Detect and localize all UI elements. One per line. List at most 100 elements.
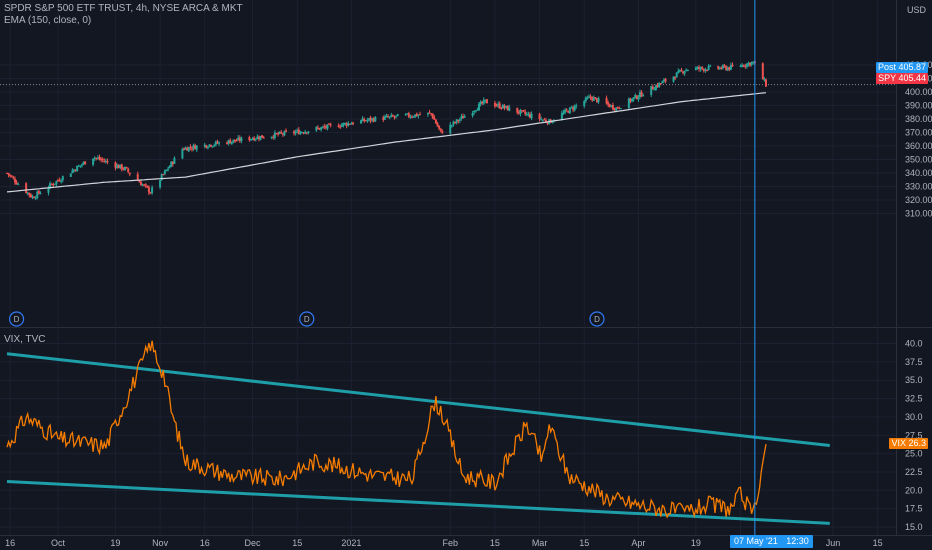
- candle-body: [182, 148, 185, 150]
- candle-body: [37, 191, 40, 194]
- candle-body: [505, 105, 508, 108]
- vix-line: [6, 340, 767, 519]
- price-candle: [765, 78, 767, 87]
- candle-body: [77, 165, 80, 167]
- candle-body: [637, 97, 640, 100]
- price-candle: [434, 119, 437, 124]
- candle-body: [39, 193, 42, 195]
- candle-body: [168, 166, 171, 169]
- candle-body: [530, 113, 533, 119]
- candle-body: [227, 140, 230, 144]
- vix-trendline: [6, 352, 830, 448]
- candle-body: [71, 170, 74, 173]
- candle-body: [718, 67, 721, 70]
- price-tick-label: 310.00: [905, 209, 932, 219]
- price-candle: [706, 69, 709, 72]
- candle-body: [278, 131, 281, 134]
- price-candle: [101, 157, 104, 163]
- candle-body: [654, 85, 657, 90]
- candle-body: [165, 169, 168, 171]
- candle-body: [253, 137, 256, 141]
- candle-body: [296, 130, 299, 132]
- candle-body: [144, 184, 147, 186]
- price-candle: [39, 191, 42, 195]
- candle-body: [366, 120, 369, 122]
- price-candle: [278, 131, 281, 135]
- candle-body: [544, 120, 547, 122]
- price-candle: [709, 64, 712, 67]
- candle-body: [143, 184, 146, 186]
- price-candle: [720, 66, 723, 70]
- candle-body: [206, 147, 209, 149]
- price-candle: [261, 135, 264, 138]
- candle-body: [482, 99, 485, 104]
- price-candle: [686, 69, 689, 72]
- price-candle: [275, 132, 278, 135]
- candle-body: [391, 115, 394, 117]
- price-candle: [610, 104, 613, 108]
- vix-tick-label: 22.5: [905, 467, 923, 477]
- price-candle: [653, 86, 656, 91]
- price-candle: [694, 66, 697, 71]
- price-candle: [672, 76, 675, 83]
- candle-body: [240, 137, 243, 142]
- price-candle: [543, 117, 546, 121]
- price-candle: [411, 114, 414, 119]
- vix-value-badge: VIX 26.3: [889, 438, 928, 449]
- candle-body: [546, 122, 549, 124]
- price-candle: [388, 116, 391, 120]
- candle-body: [307, 131, 310, 133]
- candle-body: [570, 107, 573, 109]
- price-candle: [634, 93, 637, 99]
- price-candle: [122, 167, 125, 171]
- price-candle: [675, 72, 678, 78]
- price-candle: [369, 115, 372, 124]
- candle-body: [136, 174, 139, 181]
- price-candle: [366, 117, 369, 123]
- candle-body: [211, 146, 214, 148]
- price-candle: [114, 161, 117, 171]
- candle-body: [234, 139, 237, 141]
- candle-body: [31, 196, 34, 198]
- candle-body: [591, 97, 594, 101]
- candle-body: [226, 142, 229, 144]
- price-candle: [522, 109, 525, 113]
- price-candle: [430, 112, 433, 116]
- candle-body: [189, 146, 192, 148]
- x-tick-label: Oct: [51, 538, 66, 548]
- price-candle: [151, 185, 154, 195]
- candle-body: [374, 116, 377, 122]
- price-candle: [739, 64, 742, 68]
- price-candle: [139, 179, 142, 186]
- candle-body: [527, 113, 530, 115]
- x-tick-label: 19: [110, 538, 120, 548]
- price-candle: [323, 123, 326, 130]
- price-candle: [642, 93, 645, 97]
- candle-body: [216, 141, 219, 144]
- price-candle: [454, 121, 457, 124]
- price-candle: [699, 66, 702, 72]
- price-candle: [181, 147, 184, 160]
- vix-tick-label: 37.5: [905, 357, 923, 367]
- price-candle: [189, 144, 192, 151]
- candle-body: [433, 117, 436, 120]
- price-candle: [238, 135, 241, 143]
- candle-body: [761, 63, 764, 80]
- price-candle: [7, 172, 10, 178]
- price-candle: [588, 94, 591, 99]
- dividend-label: D: [594, 315, 600, 324]
- candle-body: [454, 122, 457, 124]
- candle-body: [441, 131, 444, 134]
- price-candle: [160, 173, 163, 181]
- candle-body: [57, 180, 60, 182]
- price-candle: [618, 106, 621, 110]
- candle-body: [500, 108, 503, 110]
- price-candle: [452, 120, 455, 127]
- price-candle: [31, 194, 34, 200]
- candle-body: [53, 183, 56, 185]
- candle-body: [208, 144, 211, 147]
- price-candle: [565, 108, 568, 112]
- price-candle: [729, 62, 732, 71]
- candle-body: [642, 95, 645, 97]
